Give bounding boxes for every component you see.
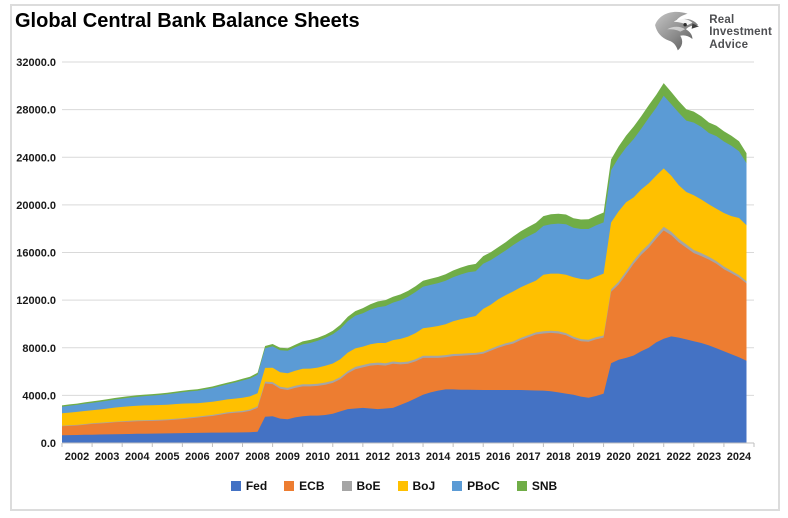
x-tick-label: 2011: [336, 451, 360, 463]
x-tick-label: 2004: [125, 451, 150, 463]
x-tick-label: 2003: [95, 451, 119, 463]
y-tick-label: 4000.0: [22, 390, 56, 402]
legend-label: SNB: [531, 479, 558, 493]
area-fed: [62, 336, 747, 443]
legend-swatch-ecb: [284, 481, 295, 491]
legend-label: PBoC: [467, 479, 500, 493]
y-tick-label: 12000.0: [16, 295, 56, 307]
brand-line: Real: [709, 13, 735, 26]
x-tick-label: 2014: [426, 451, 451, 463]
y-tick-label: 16000.0: [16, 248, 56, 260]
legend-swatch-fed: [230, 481, 241, 491]
x-tick-label: 2019: [576, 451, 600, 463]
x-tick-label: 2010: [305, 451, 329, 463]
x-tick-label: 2023: [697, 451, 721, 463]
legend-swatch-snb: [516, 481, 527, 491]
legend-item-snb: SNB: [516, 479, 558, 493]
x-tick-label: 2013: [396, 451, 420, 463]
legend-swatch-pboc: [452, 481, 463, 491]
x-tick-label: 2009: [275, 451, 299, 463]
brand-line: Advice: [709, 38, 749, 51]
x-tick-label: 2020: [606, 451, 630, 463]
x-tick-label: 2017: [516, 451, 540, 463]
x-tick-label: 2005: [155, 451, 179, 463]
area-ecb: [62, 230, 747, 443]
legend-item-ecb: ECB: [284, 479, 325, 493]
brand-logo: Real Investment Advice: [651, 7, 772, 58]
brand-name: Real Investment Advice: [709, 14, 772, 51]
legend-swatch-boe: [341, 481, 352, 491]
x-tick-label: 2018: [546, 451, 570, 463]
y-tick-label: 8000.0: [22, 343, 56, 355]
x-tick-label: 2008: [245, 451, 269, 463]
x-tick-label: 2022: [667, 451, 691, 463]
legend-label: ECB: [299, 479, 325, 493]
x-tick-label: 2007: [215, 451, 239, 463]
chart-title: Global Central Bank Balance Sheets: [15, 10, 360, 32]
x-tick-label: 2021: [636, 451, 660, 463]
legend-swatch-boj: [397, 481, 408, 491]
brand-line: Investment: [709, 26, 772, 39]
legend-item-fed: Fed: [230, 479, 268, 493]
legend-item-boj: BoJ: [397, 479, 436, 493]
legend-item-pboc: PBoC: [452, 479, 500, 493]
x-tick-label: 2002: [65, 451, 89, 463]
y-tick-label: 24000.0: [16, 152, 56, 164]
eagle-logo-icon: [651, 7, 703, 58]
x-tick-label: 2024: [727, 451, 752, 463]
legend-label: Fed: [245, 479, 268, 493]
legend-label: BoJ: [412, 479, 436, 493]
legend-item-boe: BoE: [341, 479, 381, 493]
x-tick-label: 2012: [366, 451, 390, 463]
y-tick-label: 32000.0: [16, 57, 56, 69]
x-tick-label: 2016: [486, 451, 510, 463]
chart-legend: Fed ECB BoE BoJ PBoC SNB: [0, 479, 788, 493]
legend-label: BoE: [356, 479, 381, 493]
x-tick-label: 2015: [456, 451, 480, 463]
y-tick-label: 0.0: [41, 438, 56, 450]
x-tick-label: 2006: [185, 451, 209, 463]
y-tick-label: 28000.0: [16, 105, 56, 117]
y-tick-label: 20000.0: [16, 200, 56, 212]
